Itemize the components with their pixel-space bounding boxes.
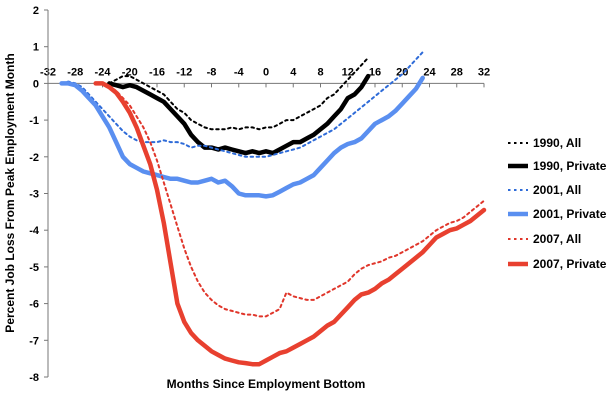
series-line-2001-private [59,75,425,199]
legend-entry-label: 2001, Private [533,207,607,221]
y-tick-label: -6 [29,299,39,311]
x-tick-label: 12 [342,66,354,78]
x-tick-label: -20 [122,66,138,78]
series-line-1990-all [108,56,370,131]
x-tick-label: 32 [478,66,490,78]
y-tick-label: 2 [33,5,39,17]
y-tick-label: -4 [29,225,40,237]
x-tick-label: -24 [95,66,112,78]
y-axis-title: Percent Job Loss From Peak Employment Mo… [3,53,17,332]
x-tick-label: -12 [176,66,192,78]
x-tick-label: 0 [263,66,269,78]
x-tick-label: 8 [317,66,323,78]
series-line-2007-private [93,81,487,367]
y-tick-label: -1 [29,115,39,127]
axes [47,10,484,377]
x-axis-title: Months Since Employment Bottom [167,377,366,391]
y-tick-label: -8 [29,372,39,384]
series-line-2007-all [101,82,485,318]
legend-entry-label: 1990, Private [533,159,607,173]
x-tick-label: 20 [396,66,408,78]
y-tick-label: -2 [29,152,39,164]
x-tick-label: -8 [207,66,217,78]
x-tick-label: 28 [451,66,463,78]
legend-entry-label: 1990, All [533,136,581,150]
series-line-1990-private [107,73,371,156]
legend: 1990, All 1990, Private 2001, All 2001, Pri… [508,136,607,271]
y-tick-label: -5 [29,262,39,274]
series-lines [59,51,487,367]
legend-entry-label: 2007, Private [533,257,607,271]
series-line-2001-all [60,51,424,158]
x-tick-label: -28 [67,66,83,78]
x-tick-label: 4 [290,66,297,78]
y-tick-label: -3 [29,189,39,201]
x-tick-label: -16 [149,66,165,78]
y-tick-label: 0 [33,78,39,90]
legend-entry-label: 2007, All [533,232,581,246]
x-tick-label: 16 [369,66,381,78]
y-tick-label: 1 [33,42,39,54]
x-axis-ticks: -32 -28 -24 -20 -16 -12 -8 -4 0 4 8 12 16 20 24 28 32 [40,66,490,88]
x-tick-label: -4 [234,66,245,78]
y-tick-label: -7 [29,335,39,347]
x-tick-label: 24 [423,66,436,78]
legend-entry-label: 2001, All [533,183,581,197]
y-axis-ticks: 2 1 0 -1 -2 -3 -4 -5 -6 -7 -8 [29,5,48,384]
